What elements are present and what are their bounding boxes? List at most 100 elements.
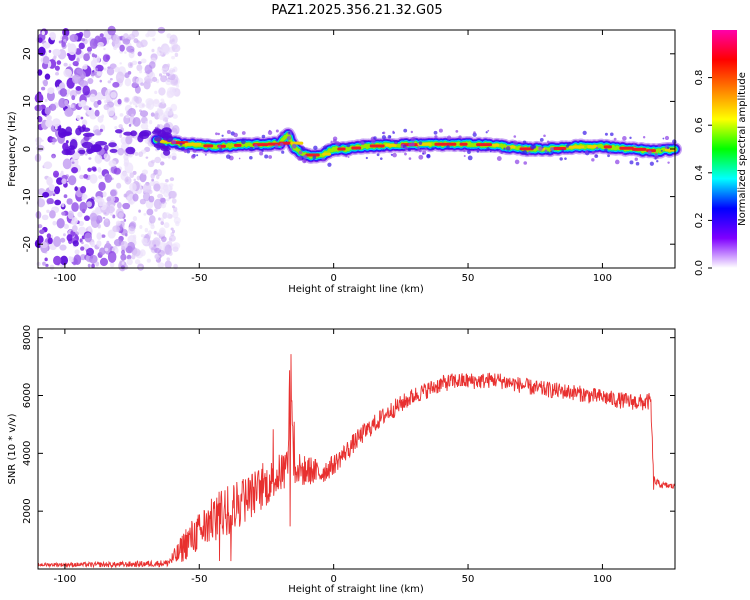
ridge-speckle <box>543 134 546 138</box>
noise-blob <box>52 138 57 143</box>
noise-blob <box>97 100 102 106</box>
noise-blob <box>94 196 103 203</box>
ridge-speckle <box>274 144 279 149</box>
noise-blob <box>145 120 149 125</box>
noise-blob <box>91 263 95 269</box>
noise-blob <box>65 140 69 144</box>
noise-blob <box>75 85 82 91</box>
noise-blob <box>97 41 104 48</box>
noise-blob <box>154 90 158 95</box>
snr-series-line <box>37 354 675 569</box>
noise-blob <box>94 54 98 58</box>
noise-blob <box>112 225 120 233</box>
noise-blob <box>106 67 115 76</box>
x-tick-label: 100 <box>593 574 612 585</box>
noise-blob <box>169 177 175 182</box>
noise-blob <box>101 96 106 100</box>
noise-blob <box>52 170 60 178</box>
noise-blob <box>53 186 61 195</box>
noise-blob <box>88 107 92 111</box>
noise-blob <box>88 157 92 160</box>
y-tick-label: 4000 <box>22 441 33 466</box>
ridge-speckle <box>78 149 86 155</box>
noise-blob <box>89 212 98 222</box>
ridge-speckle <box>513 135 517 138</box>
noise-blob <box>108 160 117 168</box>
ridge-speckle <box>186 150 191 154</box>
noise-blob <box>116 201 122 209</box>
noise-blob <box>86 46 93 53</box>
noise-blob <box>133 178 137 182</box>
colorbar-label: Normalized spectral amplitude <box>737 72 748 226</box>
noise-blob <box>62 233 66 237</box>
ridge-speckle <box>347 156 350 158</box>
ridge-speckle <box>297 156 302 161</box>
noise-blob <box>124 51 127 54</box>
noise-blob <box>52 155 55 159</box>
ridge-speckle <box>634 145 637 148</box>
ridge-speckle <box>472 132 477 137</box>
noise-blob <box>175 220 180 227</box>
ridge-speckle <box>68 145 76 150</box>
ridge-speckle <box>288 147 293 152</box>
noise-blob <box>157 112 166 121</box>
noise-blob <box>94 154 103 164</box>
spectrogram-noise-cloud <box>34 25 181 272</box>
noise-blob <box>102 216 106 219</box>
noise-blob <box>36 261 41 266</box>
noise-blob <box>81 241 84 245</box>
ridge-speckle <box>161 127 172 135</box>
ridge-speckle <box>389 135 392 138</box>
noise-blob <box>94 109 100 117</box>
x-tick-label: 100 <box>593 273 612 284</box>
noise-blob <box>159 189 162 193</box>
x-tick-label: -100 <box>54 273 77 284</box>
noise-blob <box>83 174 89 179</box>
ridge-speckle <box>523 161 528 165</box>
ridge-speckle <box>140 129 152 137</box>
noise-blob <box>42 191 50 198</box>
noise-blob <box>82 64 88 70</box>
noise-blob <box>165 198 170 202</box>
noise-blob <box>119 44 125 52</box>
noise-blob <box>44 98 48 103</box>
noise-blob <box>68 256 72 260</box>
noise-blob <box>103 153 109 160</box>
ridge-speckle <box>467 150 471 155</box>
spectrogram-ridge <box>59 126 682 167</box>
noise-blob <box>160 236 167 243</box>
noise-blob <box>58 83 64 89</box>
noise-blob <box>162 69 168 75</box>
noise-blob <box>128 123 132 127</box>
noise-blob <box>42 79 49 87</box>
ridge-speckle <box>345 155 348 158</box>
ridge-speckle <box>463 155 466 158</box>
noise-blob <box>87 225 92 232</box>
noise-blob <box>67 210 74 220</box>
ridge-speckle <box>418 141 423 145</box>
ridge-speckle <box>538 146 543 151</box>
noise-blob <box>83 215 91 221</box>
noise-blob <box>113 45 118 50</box>
ridge-speckle <box>332 139 337 143</box>
noise-blob <box>124 77 132 87</box>
noise-blob <box>48 184 55 191</box>
noise-blob <box>158 73 163 77</box>
ridge-speckle <box>408 157 412 160</box>
ridge-speckle <box>180 146 185 152</box>
noise-blob <box>98 174 103 179</box>
ridge-speckle <box>654 152 658 156</box>
ridge-speckle <box>622 136 627 141</box>
noise-blob <box>139 225 143 230</box>
ridge-speckle <box>358 141 361 144</box>
ridge-speckle <box>608 151 612 155</box>
noise-blob <box>135 105 138 108</box>
noise-blob <box>60 170 64 174</box>
noise-blob <box>137 51 142 57</box>
ridge-speckle <box>530 144 535 150</box>
noise-blob <box>169 86 178 96</box>
noise-blob <box>118 124 123 129</box>
noise-blob <box>170 78 179 86</box>
ridge-speckle <box>505 146 511 151</box>
noise-blob <box>168 251 173 256</box>
